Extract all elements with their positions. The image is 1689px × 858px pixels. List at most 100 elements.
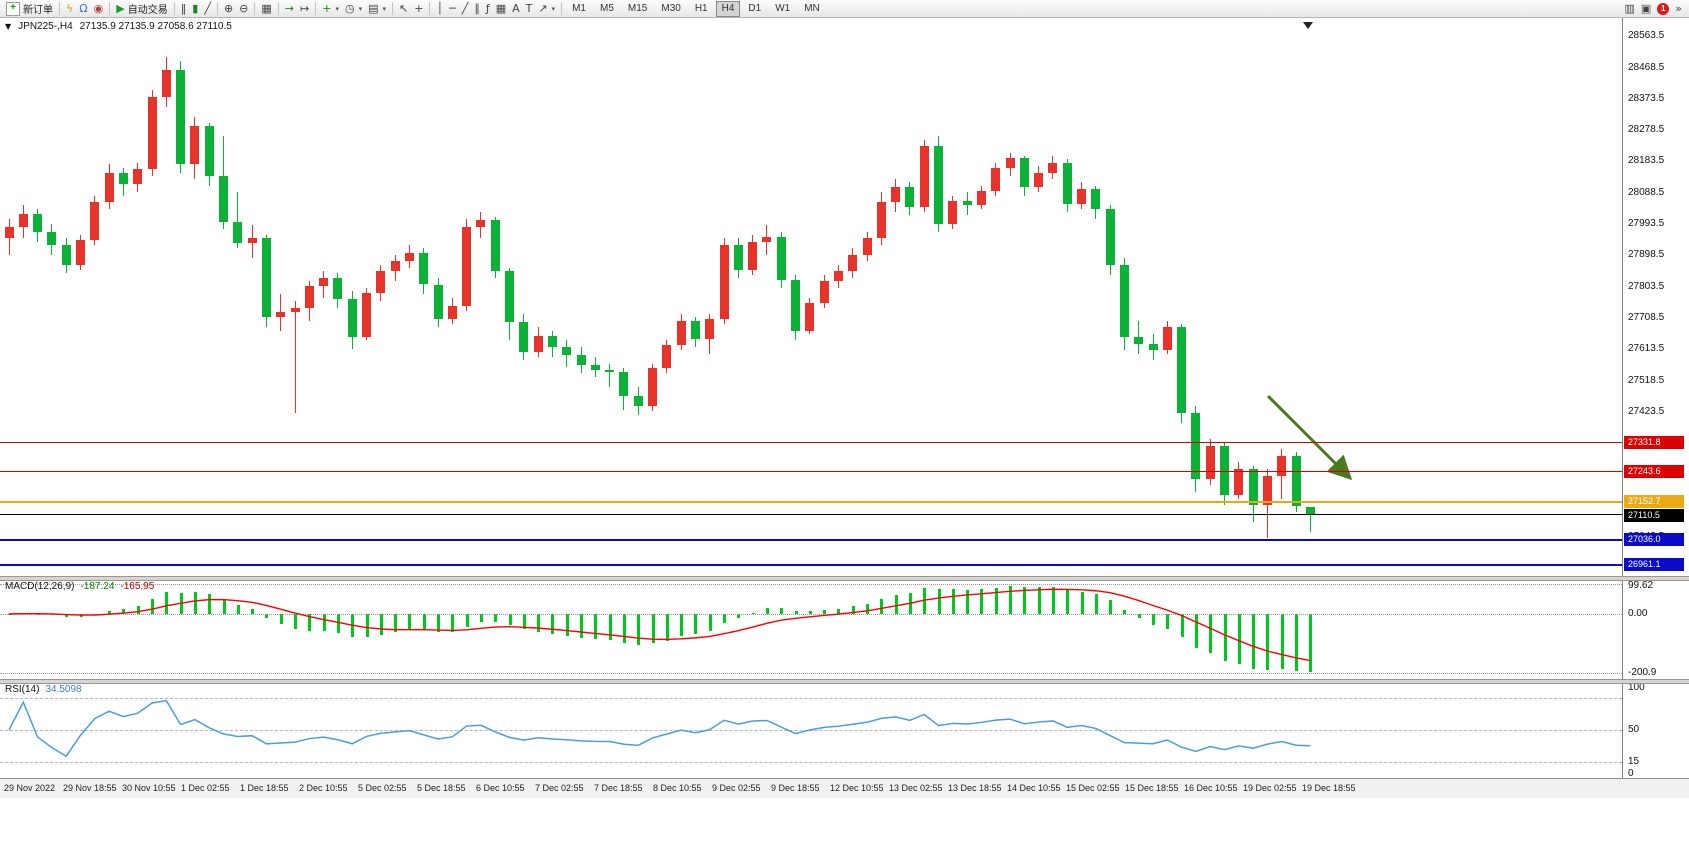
vertical-line-button[interactable]: │ xyxy=(433,1,446,17)
macd-histogram-bar xyxy=(1023,587,1027,614)
indicators-button[interactable]: + ▾ xyxy=(319,1,342,17)
candle-body xyxy=(47,231,57,245)
price-line[interactable] xyxy=(0,563,1622,566)
line-chart-icon: ╱ xyxy=(204,1,211,15)
autotrading-button[interactable]: ▶ 自动交易 xyxy=(113,1,170,17)
macd-histogram-bar xyxy=(365,613,369,637)
price-line[interactable] xyxy=(0,514,1622,516)
rsi-value: 34.5098 xyxy=(45,684,82,695)
price-line[interactable] xyxy=(0,470,1622,472)
horizontal-line-icon: ─ xyxy=(449,1,456,15)
horizontal-line-button[interactable]: ─ xyxy=(446,1,459,17)
macd-histogram-bar xyxy=(723,613,726,623)
candle-body xyxy=(304,286,314,308)
headset-button[interactable]: Ω xyxy=(76,1,90,17)
timeframe-button-mn[interactable]: MN xyxy=(804,2,820,14)
candle-body xyxy=(662,345,672,369)
rsi-indicator-panel[interactable]: RSI(14) 34.5098 xyxy=(0,682,1622,778)
fibonacci-button[interactable]: ƒ xyxy=(483,1,493,17)
lightning-button[interactable]: ϟ xyxy=(63,1,76,17)
timeframe-button-m5[interactable]: M5 xyxy=(600,2,614,14)
price-axis-label: 27898.5 xyxy=(1628,249,1665,261)
channel-button[interactable]: ∥ xyxy=(471,1,483,17)
macd-histogram-bar xyxy=(765,608,769,614)
templates-button[interactable]: ▤ ▾ xyxy=(365,1,389,17)
chart-shift-button[interactable]: ↦ xyxy=(297,1,312,17)
trend-arrow-annotation[interactable] xyxy=(0,18,1622,576)
tile-windows-button[interactable]: ▦ xyxy=(258,1,274,17)
main-toolbar: + 新订单 ϟ Ω ◉ ▶ 自动交易 ‖ ▮ ╱ ⊕ ⊖ ▦ → ↦ + ▾ ◷… xyxy=(0,0,1689,18)
bar-chart-button[interactable]: ‖ xyxy=(178,1,190,17)
timeframe-button-h1[interactable]: H1 xyxy=(694,2,708,14)
candle-body xyxy=(118,172,128,185)
price-axis-label: 27423.5 xyxy=(1628,405,1665,417)
candle-body xyxy=(1134,337,1144,344)
macd-histogram-bar xyxy=(208,594,212,614)
toolbar-overflow-icon[interactable]: » xyxy=(1675,1,1682,15)
candlestick-chart-icon: ▮ xyxy=(192,1,199,15)
periods-button[interactable]: ◷ ▾ xyxy=(342,1,365,17)
time-axis[interactable]: 29 Nov 2022 29 Nov 18:55 30 Nov 10:55 1 Dec… xyxy=(0,778,1689,798)
time-axis-label: 9 Dec 02:55 xyxy=(712,783,761,793)
mini-chart-icon[interactable]: ▥ xyxy=(1624,1,1635,15)
macd-histogram-bar xyxy=(193,591,197,614)
trendline-button[interactable]: ╱ xyxy=(459,1,472,17)
notification-count-badge[interactable]: 1 xyxy=(1657,2,1670,15)
price-line[interactable] xyxy=(0,441,1622,443)
macd-histogram-bar xyxy=(994,587,998,614)
candlestick-chart-button[interactable]: ▮ xyxy=(189,1,201,17)
panel-divider[interactable] xyxy=(0,576,1689,581)
grid-button[interactable]: ▦ xyxy=(493,1,509,17)
indicators-add-icon: + xyxy=(322,1,332,15)
panel-divider[interactable] xyxy=(0,679,1689,684)
text-label-button[interactable]: T xyxy=(523,1,536,17)
auto-scroll-button[interactable]: → xyxy=(282,1,297,17)
text-button[interactable]: A xyxy=(509,1,523,17)
macd-histogram-bar xyxy=(937,589,941,614)
new-order-button[interactable]: + 新订单 xyxy=(3,1,56,17)
candle-body xyxy=(948,200,958,224)
macd-histogram-bar xyxy=(737,613,741,619)
macd-histogram-bar xyxy=(651,613,655,644)
price-line[interactable] xyxy=(0,500,1622,503)
timeframe-button-d1[interactable]: D1 xyxy=(748,2,762,14)
zoom-out-button[interactable]: ⊖ xyxy=(236,1,251,17)
price-line[interactable] xyxy=(0,538,1622,541)
line-chart-button[interactable]: ╱ xyxy=(201,1,214,17)
window-icon[interactable]: ▣ xyxy=(1640,1,1652,15)
macd-histogram-bar xyxy=(708,613,712,631)
crosshair-button[interactable]: + xyxy=(411,1,426,17)
timeframe-button-m15[interactable]: M15 xyxy=(627,2,648,14)
candle-body xyxy=(762,236,772,242)
macd-scale-label: 99.62 xyxy=(1628,580,1654,591)
time-axis-label: 5 Dec 02:55 xyxy=(358,783,407,793)
timeframe-button-m1[interactable]: M1 xyxy=(572,2,586,14)
macd-histogram-bar xyxy=(866,603,869,614)
candle-body xyxy=(748,241,758,270)
symbol-dropdown-icon[interactable]: ▼ xyxy=(5,22,12,31)
text-label-icon: T xyxy=(525,1,533,15)
zoom-in-button[interactable]: ⊕ xyxy=(221,1,236,17)
candle-body xyxy=(705,319,715,339)
arrows-tool-button[interactable]: ↗ ▾ xyxy=(535,1,558,17)
record-button[interactable]: ◉ xyxy=(91,1,107,17)
timeframe-button-h4[interactable]: H4 xyxy=(715,0,741,17)
cursor-button[interactable]: ↖ xyxy=(396,1,411,17)
rsi-name: RSI(14) xyxy=(5,684,40,695)
time-axis-label: 19 Dec 18:55 xyxy=(1302,783,1356,793)
macd-histogram-bar xyxy=(1080,591,1084,614)
macd-histogram-bar xyxy=(851,606,855,614)
timeframe-button-m30[interactable]: M30 xyxy=(661,2,681,14)
timeframe-button-w1[interactable]: W1 xyxy=(775,2,791,14)
chevron-down-icon: ▾ xyxy=(335,4,339,13)
macd-indicator-panel[interactable]: MACD(12,26,9) -187.24 -165.95 xyxy=(0,579,1622,679)
candle-body xyxy=(247,238,257,244)
price-axis[interactable]: 28563.5 28468.5 28373.5 28278.5 28183.5 28088… xyxy=(1622,18,1689,779)
macd-lower-gridline xyxy=(0,673,1622,674)
main-price-panel[interactable]: ▼ JPN225-,H4 27135.9 27135.9 27058.6 271… xyxy=(0,18,1622,576)
time-axis-label: 16 Dec 10:55 xyxy=(1184,783,1238,793)
time-axis-label: 7 Dec 18:55 xyxy=(594,783,643,793)
candle-body xyxy=(1262,475,1272,506)
chart-shift-marker[interactable] xyxy=(1303,22,1313,29)
candle-body xyxy=(590,365,600,371)
